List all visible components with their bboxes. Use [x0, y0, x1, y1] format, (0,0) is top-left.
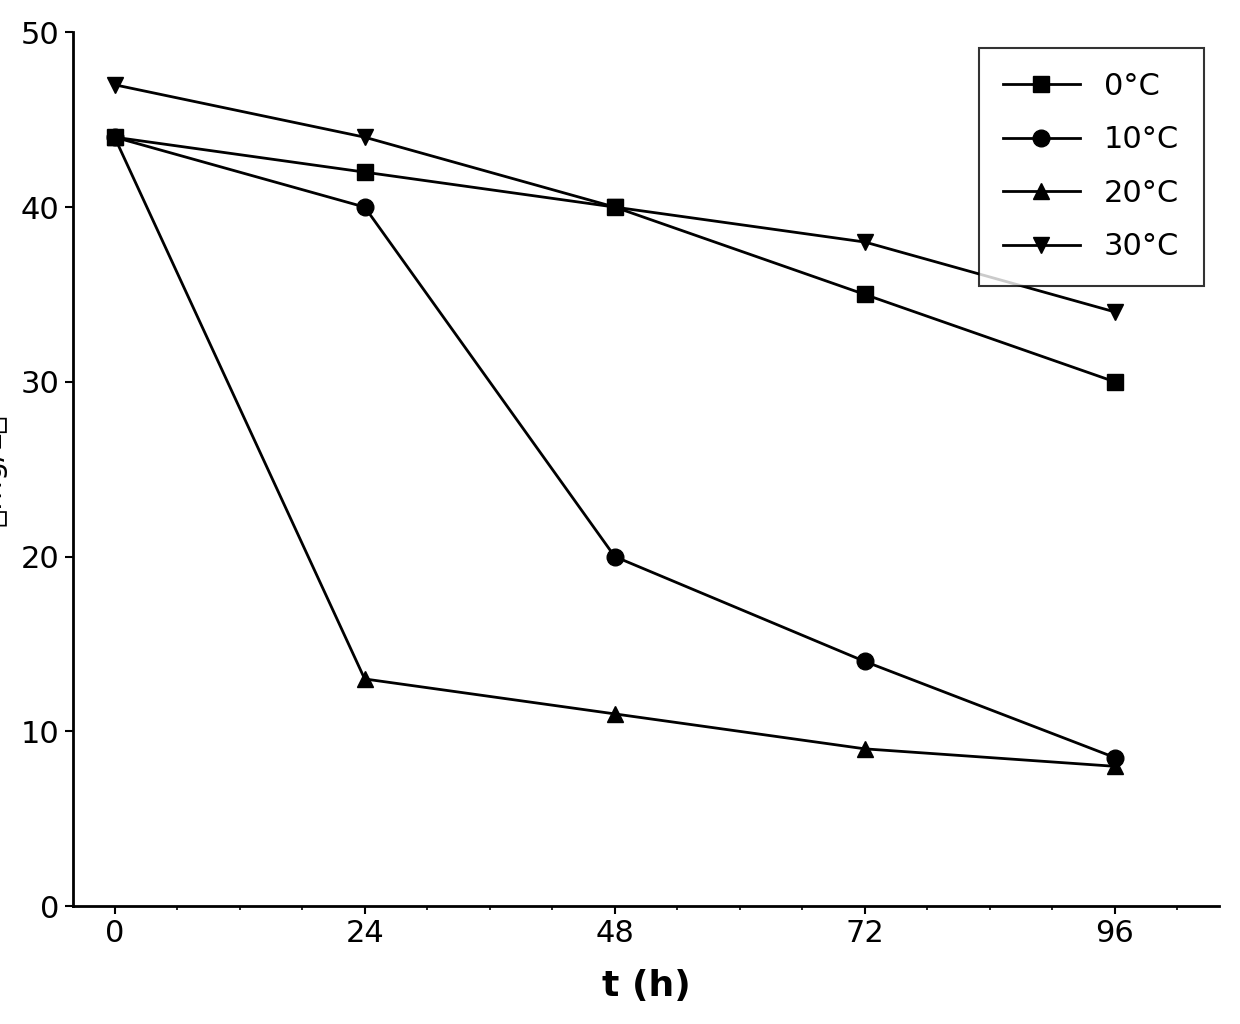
30°C — [857, 236, 872, 248]
0°C — [357, 166, 372, 178]
20°C — [357, 673, 372, 685]
20°C — [107, 131, 122, 143]
0°C — [1107, 376, 1122, 388]
Line: 20°C: 20°C — [107, 129, 1123, 775]
Line: 30°C: 30°C — [107, 77, 1123, 321]
30°C — [608, 201, 622, 213]
0°C — [608, 201, 622, 213]
20°C — [608, 708, 622, 720]
10°C — [357, 201, 372, 213]
0°C — [857, 289, 872, 301]
10°C — [107, 131, 122, 143]
30°C — [107, 79, 122, 91]
20°C — [1107, 760, 1122, 772]
0°C — [107, 131, 122, 143]
Legend: 0°C, 10°C, 20°C, 30°C: 0°C, 10°C, 20°C, 30°C — [978, 47, 1204, 286]
Line: 10°C: 10°C — [107, 129, 1123, 766]
10°C — [608, 551, 622, 563]
30°C — [357, 131, 372, 143]
X-axis label: t (h): t (h) — [601, 969, 691, 1004]
10°C — [1107, 752, 1122, 764]
20°C — [857, 742, 872, 755]
Y-axis label: 氨氮浓度
（mg/L）: 氨氮浓度 （mg/L） — [0, 413, 7, 525]
10°C — [857, 655, 872, 668]
Line: 0°C: 0°C — [107, 129, 1123, 390]
30°C — [1107, 306, 1122, 318]
